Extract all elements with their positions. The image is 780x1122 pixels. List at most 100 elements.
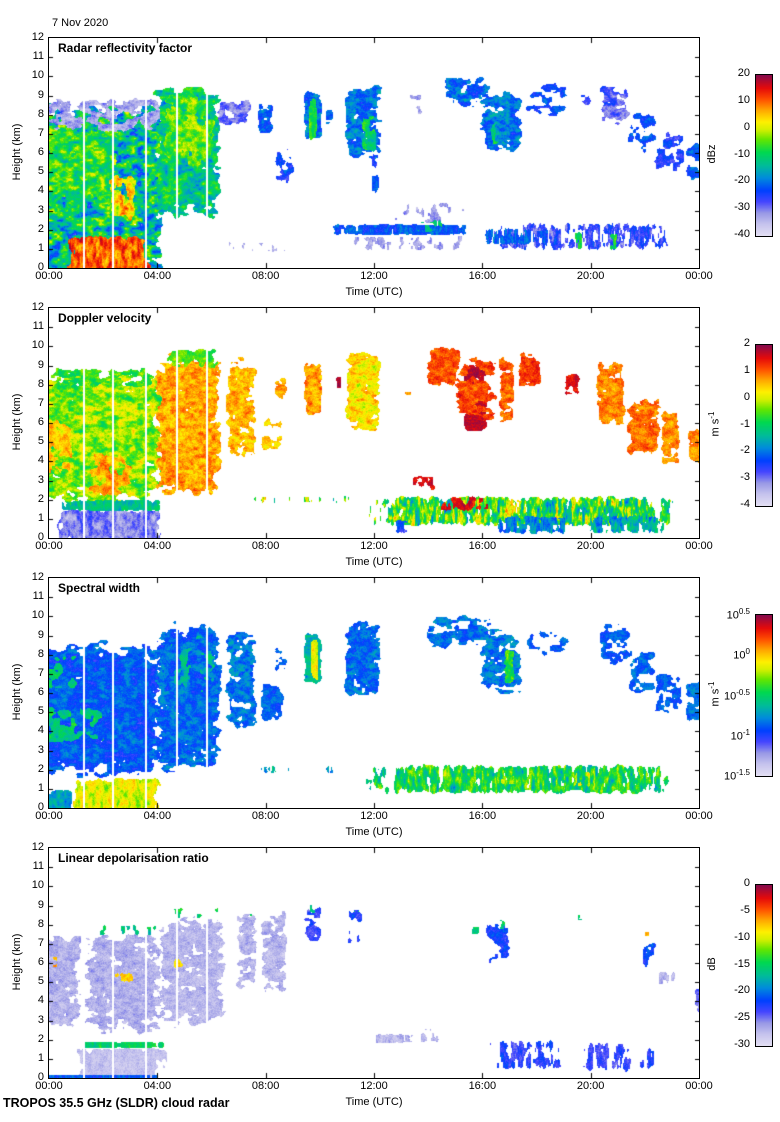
y-tick-label: 9 xyxy=(37,898,44,911)
y-tick-label: 8 xyxy=(37,377,44,390)
y-tick-label: 0 xyxy=(37,531,44,543)
x-tick-label: 00:00 xyxy=(35,1080,63,1092)
y-tick-label: 10 xyxy=(31,879,44,892)
superscript: 0 xyxy=(745,647,750,657)
y-tick-label: 12 xyxy=(31,31,44,43)
y-tick-label: 2 xyxy=(37,1032,44,1045)
y-tick-label: 5 xyxy=(37,165,44,178)
x-tick-label: 00:00 xyxy=(685,540,713,552)
colorbar-tick-label: 0 xyxy=(743,877,750,889)
heatmap-canvas-doppler-velocity xyxy=(49,308,699,538)
y-tick-label: 11 xyxy=(32,320,44,333)
superscript: -0.5 xyxy=(736,687,750,697)
x-tick-label: 00:00 xyxy=(35,270,63,282)
y-tick-label: 3 xyxy=(37,1013,44,1026)
y-tick-label: 4 xyxy=(37,994,44,1007)
y-tick-label: 1 xyxy=(37,1051,44,1064)
y-tick-label: 7 xyxy=(37,666,44,679)
y-tick-label: 4 xyxy=(37,184,44,197)
x-tick-label: 16:00 xyxy=(468,540,497,552)
y-tick-label: 12 xyxy=(31,571,44,583)
y-tick-label: 8 xyxy=(37,917,44,930)
colorbar-tick-label: -20 xyxy=(734,174,750,187)
y-tick-label: 9 xyxy=(37,88,44,101)
y-tick-label: 6 xyxy=(37,416,44,428)
colorbar-tick-label: -5 xyxy=(740,903,750,916)
colorbar-ldr xyxy=(755,884,773,1047)
y-tick-label: 0 xyxy=(37,261,44,273)
y-tick-label: 8 xyxy=(37,647,44,660)
panel-doppler-velocity: Height (km) Doppler velocity Time (UTC) … xyxy=(0,301,780,582)
colorbar-tick-label: 10-1.5 xyxy=(723,768,750,783)
y-tick-label: 5 xyxy=(37,705,44,718)
colorbar-tick-label: 1 xyxy=(743,363,750,376)
y-tick-label: 11 xyxy=(32,50,44,63)
x-tick-label: 08:00 xyxy=(251,270,280,282)
x-axis-title: Time (UTC) xyxy=(345,556,403,568)
heatmap-canvas-ldr xyxy=(49,848,699,1078)
x-tick-label: 16:00 xyxy=(468,1080,497,1092)
y-tick-label: 11 xyxy=(32,590,44,603)
plot-area-ldr: Linear depolarisation ratio xyxy=(48,847,700,1079)
colorbar-tick-label: -2 xyxy=(740,444,750,457)
y-tick-label: 0 xyxy=(37,1071,44,1083)
y-tick-label: 7 xyxy=(37,126,44,139)
date-label: 7 Nov 2020 xyxy=(52,17,109,29)
x-tick-label: 20:00 xyxy=(576,540,605,552)
x-tick-label: 00:00 xyxy=(685,1080,713,1092)
y-tick-label: 11 xyxy=(32,860,44,873)
plot-area-spectral-width: Spectral width xyxy=(48,577,700,809)
panel-title: Radar reflectivity factor xyxy=(58,41,193,55)
y-tick-label: 3 xyxy=(37,743,44,756)
colorbar-tick-label: -10 xyxy=(734,147,750,160)
colorbar-tick-label: -40 xyxy=(734,228,750,240)
y-tick-label: 6 xyxy=(37,956,44,968)
x-tick-label: 20:00 xyxy=(576,1080,605,1092)
x-tick-label: 08:00 xyxy=(251,1080,280,1092)
x-tick-label: 00:00 xyxy=(685,270,713,282)
colorbar-tick-label: 2 xyxy=(743,337,750,349)
y-tick-label: 7 xyxy=(37,936,44,949)
x-tick-label: 04:00 xyxy=(143,540,172,552)
colorbar-tick-label: 20 xyxy=(737,67,750,79)
x-tick-label: 00:00 xyxy=(685,810,713,822)
y-tick-label: 1 xyxy=(37,781,44,794)
colorbar-tick-label: -20 xyxy=(734,984,750,997)
x-tick-label: 12:00 xyxy=(360,270,388,282)
y-tick-label: 10 xyxy=(31,339,44,352)
y-tick-label: 1 xyxy=(37,511,44,524)
panel-title: Doppler velocity xyxy=(58,311,152,325)
colorbar-tick-label: -1 xyxy=(740,417,750,430)
heatmap-canvas-spectral-width xyxy=(49,578,699,808)
y-tick-label: 9 xyxy=(37,628,44,641)
y-tick-label: 12 xyxy=(31,841,44,853)
y-tick-label: 4 xyxy=(37,724,44,737)
colorbar-spectral-width xyxy=(755,614,773,777)
colorbar-reflectivity xyxy=(755,74,773,237)
panel-title: Spectral width xyxy=(58,581,141,595)
colorbar-tick-label: 100 xyxy=(733,647,750,662)
x-axis-title: Time (UTC) xyxy=(345,1096,403,1108)
y-tick-label: 8 xyxy=(37,107,44,120)
plot-area-reflectivity: Radar reflectivity factor xyxy=(48,37,700,269)
x-tick-label: 12:00 xyxy=(360,1080,388,1092)
x-tick-label: 08:00 xyxy=(251,810,280,822)
figure-caption: TROPOS 35.5 GHz (SLDR) cloud radar xyxy=(3,1096,230,1110)
colorbar-tick-label: 0 xyxy=(743,120,750,133)
panel-spectral-width: Height (km) Spectral width Time (UTC) m … xyxy=(0,571,780,852)
y-tick-label: 5 xyxy=(37,435,44,448)
colorbar-doppler-velocity xyxy=(755,344,773,507)
x-axis-title: Time (UTC) xyxy=(345,286,403,298)
y-tick-label: 6 xyxy=(37,146,44,158)
x-tick-label: 04:00 xyxy=(143,270,172,282)
colorbar-tick-label: -15 xyxy=(734,957,750,970)
x-tick-label: 00:00 xyxy=(35,810,63,822)
colorbar-tick-label: 0 xyxy=(743,390,750,403)
y-tick-label: 7 xyxy=(37,396,44,409)
y-tick-label: 10 xyxy=(31,609,44,622)
x-tick-label: 20:00 xyxy=(576,270,605,282)
colorbar-tick-label: 10 xyxy=(737,93,750,106)
x-tick-label: 16:00 xyxy=(468,270,497,282)
superscript: -1 xyxy=(742,727,750,737)
y-tick-label: 2 xyxy=(37,492,44,505)
